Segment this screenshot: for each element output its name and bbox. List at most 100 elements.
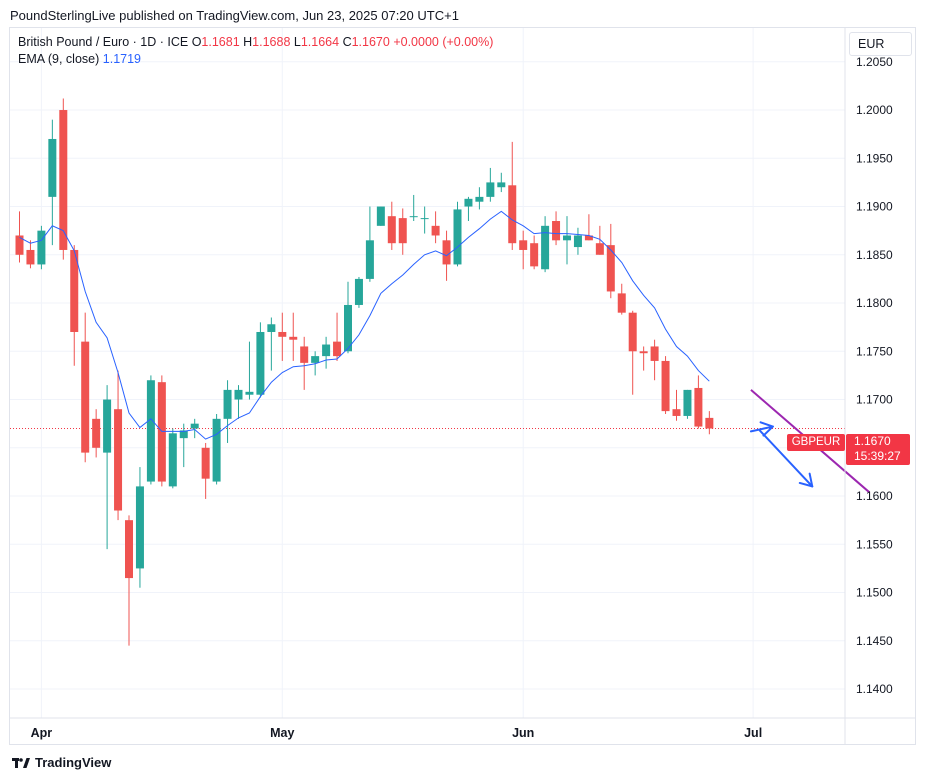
open-label: O xyxy=(191,35,202,49)
candle-down xyxy=(650,339,659,381)
low-label: L xyxy=(293,35,301,49)
arrow-head xyxy=(759,421,774,437)
candle-down xyxy=(628,310,637,395)
candle-up xyxy=(234,385,243,419)
candle-body xyxy=(92,418,101,448)
bar-countdown: 15:39:27 xyxy=(854,449,901,463)
candle-up xyxy=(497,172,506,193)
candle-down xyxy=(26,240,35,269)
last-price-tag: 1.1670 15:39:27 xyxy=(846,434,910,465)
candle-body xyxy=(114,409,123,511)
candle-down xyxy=(672,389,681,421)
currency-button[interactable]: EUR xyxy=(849,32,912,56)
candle-down xyxy=(530,235,539,270)
candle-down xyxy=(519,230,528,270)
candle-up xyxy=(223,380,232,443)
tradingview-footer[interactable]: TradingView xyxy=(12,755,111,770)
candle-up xyxy=(212,414,221,485)
candle-up xyxy=(683,389,692,419)
publisher-header: PoundSterlingLive published on TradingVi… xyxy=(10,8,459,23)
last-price-value: 1.1670 xyxy=(854,434,891,448)
candle-down xyxy=(387,201,396,250)
candle-body xyxy=(59,110,68,250)
candle-up xyxy=(563,216,571,265)
candle-body xyxy=(606,245,615,292)
candle-up xyxy=(475,187,484,210)
candle-down xyxy=(81,312,90,463)
candle-body xyxy=(508,185,517,244)
candle-up xyxy=(464,196,473,222)
candle-body xyxy=(650,346,659,361)
time-tick-label: Jul xyxy=(744,726,762,740)
candle-up xyxy=(573,227,582,255)
candle-down xyxy=(398,208,407,255)
arrow-drawing xyxy=(758,429,814,488)
arrow-head xyxy=(798,472,814,488)
arrow-shaft xyxy=(758,429,814,488)
candle-body xyxy=(376,206,385,226)
candle-up xyxy=(409,194,418,222)
change-value: +0.0000 (+0.00%) xyxy=(393,35,494,49)
candle-down xyxy=(431,211,440,244)
candle-down xyxy=(92,409,101,458)
symbol-price-tag: GBPEUR xyxy=(787,434,845,451)
candle-body xyxy=(256,331,265,395)
candle-body xyxy=(409,216,418,218)
candle-body xyxy=(300,346,309,363)
chart-frame xyxy=(9,27,916,745)
candle-down xyxy=(639,346,648,371)
candle-up xyxy=(486,167,495,202)
candle-body xyxy=(278,331,287,337)
candle-up xyxy=(190,418,199,439)
legend-ema: EMA (9, close) 1.1719 xyxy=(18,52,141,66)
legend-ohlc: British Pound / Euro · 1D · ICE O1.1681 … xyxy=(18,35,493,49)
candle-body xyxy=(442,240,451,265)
candle-up xyxy=(453,201,462,267)
candle-body xyxy=(573,235,582,248)
candle-down xyxy=(705,411,714,435)
candle-body xyxy=(398,218,407,244)
price-tick-label: 1.1600 xyxy=(856,489,893,503)
price-tick-label: 1.1500 xyxy=(856,586,893,600)
candle-body xyxy=(26,249,35,265)
high-label: H xyxy=(243,35,253,49)
candle-body xyxy=(37,230,46,265)
candle-body xyxy=(486,182,495,197)
candle-up xyxy=(245,341,254,400)
grid-lines xyxy=(10,28,845,718)
candle-body xyxy=(431,225,440,236)
candle-body xyxy=(683,389,692,416)
candle-down xyxy=(289,312,298,361)
price-tick-label: 1.1800 xyxy=(856,296,893,310)
candle-body xyxy=(125,520,133,579)
low-value: 1.1664 xyxy=(300,35,340,49)
price-tick-label: 1.1850 xyxy=(856,248,893,262)
candle-body xyxy=(135,486,144,569)
candle-body xyxy=(552,221,561,241)
open-value: 1.1681 xyxy=(201,35,240,49)
candle-body xyxy=(267,324,276,332)
close-label: C xyxy=(342,35,352,49)
price-axis: 1.2050 1.2000 1.1950 1.1900 1.1850 1.1800 1.17… xyxy=(844,28,893,744)
candle-up xyxy=(344,281,352,354)
candle-down xyxy=(333,312,342,361)
candle-up xyxy=(168,428,177,489)
time-tick-label: Apr xyxy=(31,726,53,740)
high-value: 1.1688 xyxy=(252,35,291,49)
arrow-shaft xyxy=(749,425,774,433)
tradingview-logo-icon xyxy=(12,757,30,768)
candle-body xyxy=(234,389,243,400)
candle-body xyxy=(387,216,396,244)
candle-up xyxy=(179,423,188,468)
candle-body xyxy=(705,417,714,429)
candle-body xyxy=(289,336,298,340)
candle-body xyxy=(595,243,604,255)
candle-body xyxy=(365,240,374,279)
candle-body xyxy=(563,235,571,241)
candle-body xyxy=(628,312,637,352)
candle-up xyxy=(365,206,374,282)
candle-down xyxy=(59,98,68,260)
price-tick-label: 1.1750 xyxy=(856,344,893,358)
ema-value: 1.1719 xyxy=(102,52,141,66)
